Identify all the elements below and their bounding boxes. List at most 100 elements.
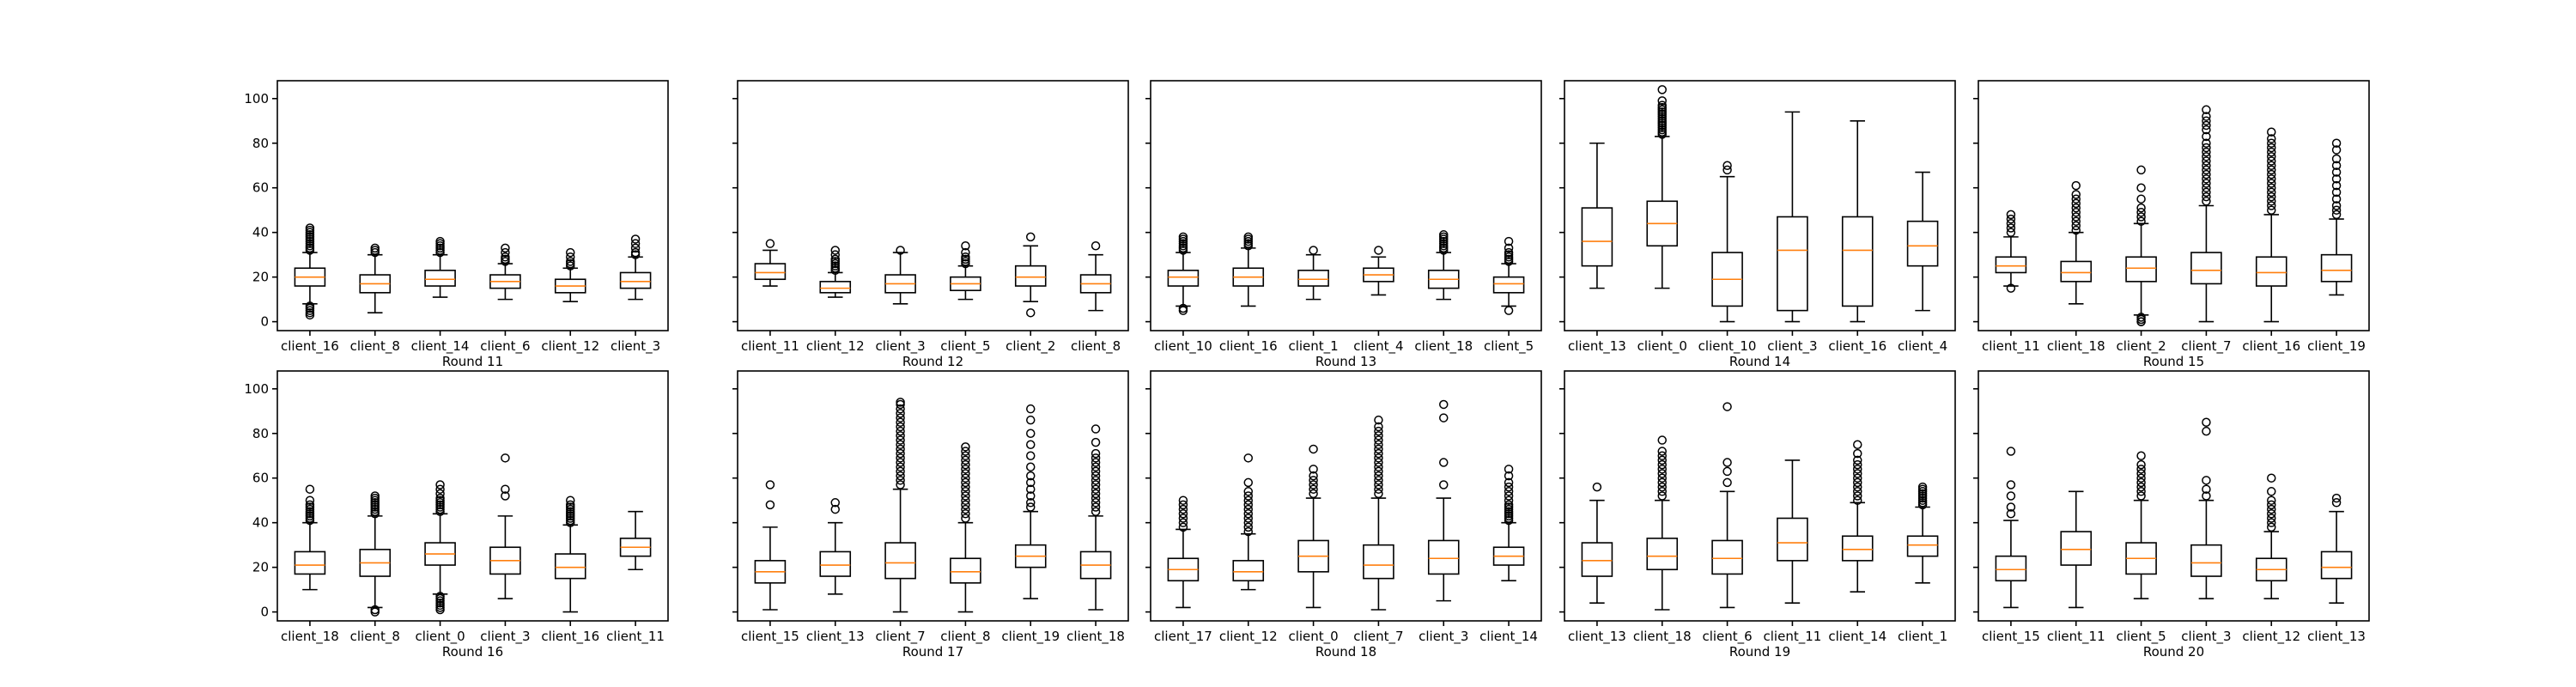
- flier-point: [1439, 413, 1449, 423]
- flier-point: [435, 484, 445, 494]
- flier-point: [1657, 85, 1667, 94]
- box-client_12: client_12: [1219, 453, 1278, 645]
- x-tick-label: client_12: [1219, 629, 1278, 645]
- box-client_3: client_3: [2181, 417, 2232, 645]
- flier-point: [961, 459, 970, 470]
- flier-point: [2267, 134, 2276, 143]
- flier-point: [2331, 154, 2342, 164]
- flier-point: [305, 495, 315, 505]
- y-tick-label: 0: [260, 314, 269, 330]
- flier-point: [1091, 507, 1101, 516]
- flier-point: [2202, 143, 2211, 153]
- flier-point: [1657, 487, 1667, 496]
- x-tick-label: client_5: [1484, 338, 1534, 355]
- flier-point: [1504, 482, 1514, 492]
- flier-point: [2006, 447, 2016, 456]
- box-client_14: client_14: [411, 236, 469, 355]
- flier-point: [2267, 183, 2276, 192]
- flier-point: [896, 404, 905, 414]
- flier-point: [2267, 161, 2276, 170]
- axes-frame: [737, 370, 1129, 622]
- x-axis-label: Round 12: [902, 354, 963, 369]
- flier-point: [1374, 448, 1383, 459]
- flier-point: [1722, 402, 1732, 411]
- subplot-1: 0 20 40 60 80 100 client_16 client_8 client_14 cl…: [244, 80, 669, 369]
- flier-point: [2202, 112, 2211, 121]
- x-tick-label: client_2: [2116, 338, 2166, 355]
- flier-point: [2136, 469, 2146, 478]
- flier-point: [1309, 489, 1318, 499]
- flier-point: [2136, 473, 2146, 483]
- flier-point: [1026, 415, 1036, 425]
- flier-point: [2136, 482, 2146, 492]
- flier-point: [1374, 462, 1383, 471]
- flier-point: [1374, 458, 1383, 467]
- flier-point: [1243, 526, 1253, 537]
- flier-point: [1504, 247, 1514, 258]
- flier-point: [2202, 417, 2211, 428]
- box-client_4: client_4: [1353, 246, 1404, 355]
- iqr-box: [424, 270, 456, 287]
- flier-point: [2267, 518, 2276, 527]
- flier-point: [2267, 201, 2276, 210]
- flier-point: [2136, 487, 2146, 496]
- flier-point: [896, 417, 905, 428]
- flier-point: [1026, 440, 1036, 449]
- flier-point: [1243, 518, 1253, 527]
- flier-point: [2331, 161, 2342, 170]
- box-client_13: client_13: [2307, 493, 2366, 645]
- flier-point: [961, 241, 970, 251]
- flier-point: [896, 246, 905, 255]
- x-tick-label: client_3: [1767, 338, 1817, 355]
- flier-point: [435, 493, 445, 503]
- iqr-box: [1841, 216, 1874, 307]
- flier-point: [1657, 491, 1667, 501]
- flier-point: [1243, 487, 1253, 496]
- x-tick-label: client_10: [1154, 338, 1212, 355]
- box-client_17: client_17: [1154, 495, 1212, 645]
- subplot-10: client_15 client_11 client_5 client_3 client…: [1973, 370, 2370, 660]
- flier-point: [1026, 471, 1036, 481]
- flier-point: [2136, 208, 2146, 217]
- flier-point: [1853, 491, 1862, 501]
- x-tick-label: client_5: [940, 338, 990, 355]
- flier-point: [2202, 152, 2211, 161]
- iqr-box: [1995, 256, 2027, 274]
- subplot-8: client_17 client_12 client_0 client_7 client…: [1145, 370, 1542, 660]
- x-axis-label: Round 16: [442, 644, 503, 660]
- axes-frame: [1978, 80, 2370, 331]
- flier-point: [1243, 504, 1253, 514]
- x-tick-label: client_7: [1353, 629, 1403, 645]
- flier-point: [2267, 187, 2276, 198]
- flier-point: [2331, 180, 2342, 191]
- y-tick-label: 80: [252, 426, 269, 441]
- flier-point: [1309, 476, 1318, 485]
- axes-frame: [276, 80, 669, 331]
- flier-point: [1091, 489, 1101, 499]
- x-tick-label: client_11: [606, 629, 665, 645]
- flier-point: [2202, 197, 2211, 206]
- flier-point: [1853, 469, 1862, 478]
- flier-point: [1853, 487, 1862, 496]
- flier-point: [2006, 491, 2016, 501]
- x-tick-label: client_8: [350, 338, 400, 355]
- flier-point: [2267, 147, 2276, 157]
- x-tick-label: client_11: [1982, 338, 2040, 355]
- axes-frame: [1150, 80, 1542, 331]
- flier-point: [961, 509, 970, 519]
- x-tick-label: client_12: [541, 338, 599, 355]
- box-client_5: client_5: [2116, 451, 2166, 645]
- flier-point: [2006, 210, 2016, 220]
- x-axis-label: Round 17: [902, 644, 963, 660]
- flier-point: [1722, 466, 1732, 477]
- iqr-box: [1711, 539, 1743, 575]
- flier-point: [2202, 169, 2211, 179]
- iqr-box: [2255, 256, 2287, 287]
- flier-point: [2331, 498, 2342, 508]
- y-tick-label: 60: [252, 471, 269, 486]
- flier-point: [1091, 493, 1101, 503]
- box-client_18: client_18: [281, 484, 339, 645]
- flier-point: [961, 455, 970, 465]
- flier-point: [2202, 192, 2211, 202]
- box-client_1: client_1: [1898, 482, 1947, 645]
